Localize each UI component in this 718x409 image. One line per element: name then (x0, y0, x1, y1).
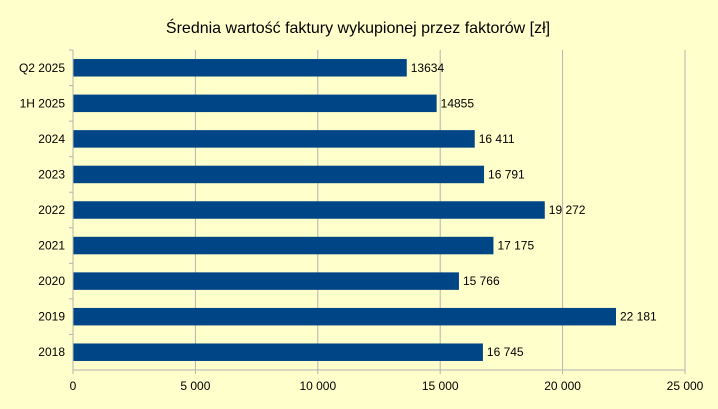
bars (73, 59, 616, 361)
y-tick-label: Q2 2025 (19, 61, 65, 75)
y-tick-label: 2018 (38, 345, 65, 359)
data-label: 16 791 (488, 167, 525, 181)
x-tick-label: 25 000 (667, 379, 704, 393)
bar (73, 272, 459, 290)
data-label: 14855 (441, 96, 475, 110)
data-label: 22 181 (620, 310, 657, 324)
data-label: 17 175 (497, 239, 534, 253)
y-tick-label: 2020 (38, 274, 65, 288)
x-tick-label: 15 000 (422, 379, 459, 393)
data-label: 13634 (411, 61, 445, 75)
y-tick-label: 2019 (38, 310, 65, 324)
bar (73, 130, 475, 148)
bar (73, 343, 483, 361)
bar (73, 59, 407, 77)
axes (69, 49, 686, 374)
y-tick-label: 2024 (38, 132, 65, 146)
x-tick-label: 5 000 (180, 379, 210, 393)
chart-title: Średnia wartość faktury wykupionej przez… (166, 18, 550, 37)
x-tick-label: 20 000 (544, 379, 581, 393)
bar (73, 94, 437, 113)
x-tick-label: 0 (70, 379, 77, 393)
y-tick-label: 2021 (38, 239, 65, 253)
bar (73, 236, 494, 255)
y-tick-label: 1H 2025 (20, 96, 66, 110)
bar (73, 201, 545, 219)
bar (73, 307, 616, 326)
data-label: 16 411 (479, 132, 515, 146)
y-tick-label: 2023 (38, 167, 65, 181)
data-label: 19 272 (549, 203, 586, 217)
labels: 0 5 000 10 000 15 000 20 000 25 000 Q2 2025 136… (19, 61, 704, 393)
data-label: 15 766 (463, 274, 500, 288)
data-label: 16 745 (487, 345, 524, 359)
x-tick-label: 10 000 (299, 379, 336, 393)
y-tick-label: 2022 (38, 203, 65, 217)
bar (73, 165, 485, 184)
